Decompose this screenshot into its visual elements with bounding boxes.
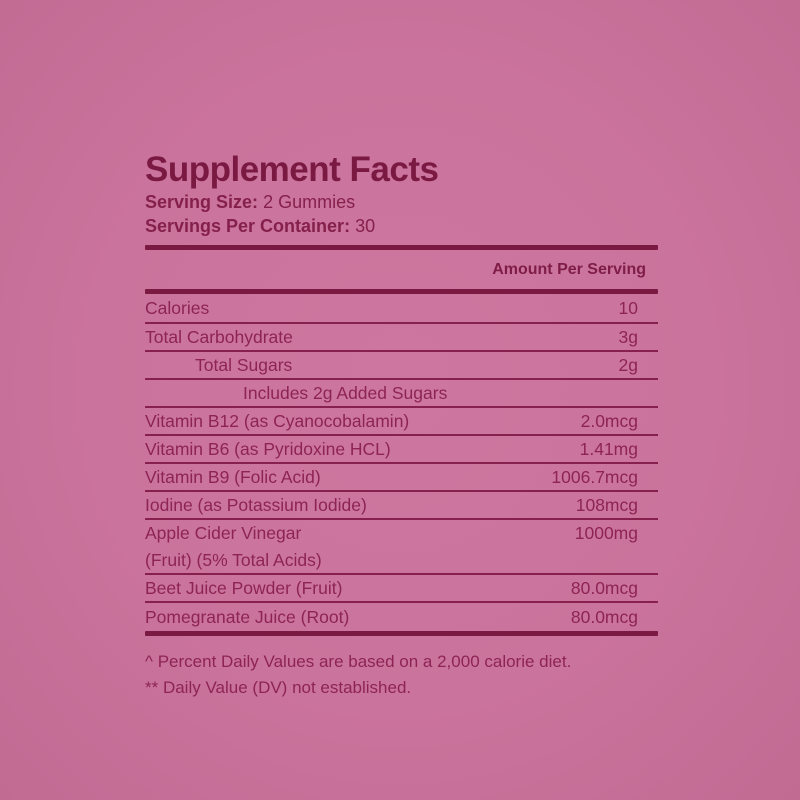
row-calories: Calories 10 [145,294,658,324]
row-pomegranate-juice: Pomegranate Juice (Root) 80.0mcg [145,603,658,631]
row-vitamin-b6: Vitamin B6 (as Pyridoxine HCL) 1.41mg [145,436,658,464]
row-apple-cider-vinegar: Apple Cider Vinegar (Fruit) (5% Total Ac… [145,520,658,575]
row-beet-juice-powder: Beet Juice Powder (Fruit) 80.0mcg [145,575,658,603]
nutrient-amount: 1.41mg [579,438,638,459]
servings-per-container-label: Servings Per Container: [145,216,351,236]
nutrient-name: Total Sugars [195,354,293,375]
nutrient-amount: 3g [618,326,638,347]
facts-table: Calories 10 Total Carbohydrate 3g Total … [145,294,658,631]
nutrient-name: Pomegranate Juice (Root) [145,606,350,627]
footnotes: ^ Percent Daily Values are based on a 2,… [145,649,658,701]
footnote-dv-not-established: ** Daily Value (DV) not established. [145,678,412,697]
row-vitamin-b9: Vitamin B9 (Folic Acid) 1006.7mcg [145,464,658,492]
nutrient-amount: 1000mg [574,523,638,543]
serving-size-label: Serving Size: [145,192,259,212]
amount-per-serving-header: Amount Per Serving [492,260,646,278]
nutrient-amount: 80.0mcg [570,577,638,598]
nutrient-name: Iodine (as Potassium Iodide) [145,494,367,515]
serving-size-value: 2 Gummies [263,192,356,212]
footnote-daily-values: ^ Percent Daily Values are based on a 2,… [145,652,572,671]
nutrient-name: Beet Juice Powder (Fruit) [145,577,343,598]
nutrient-amount: 2.0mcg [580,410,638,431]
nutrient-name: Includes 2g Added Sugars [243,382,448,403]
nutrient-name: Vitamin B9 (Folic Acid) [145,466,321,487]
row-total-carbohydrate: Total Carbohydrate 3g [145,324,658,352]
row-total-sugars: Total Sugars 2g [145,352,658,380]
row-iodine: Iodine (as Potassium Iodide) 108mcg [145,492,658,520]
nutrient-name: Calories [145,297,210,318]
divider-thick [145,631,658,636]
nutrient-name: Total Carbohydrate [145,326,293,347]
nutrient-amount: 2g [618,354,638,375]
nutrient-name: Vitamin B6 (as Pyridoxine HCL) [145,438,391,459]
divider-thick [145,289,658,294]
nutrient-amount: 80.0mcg [570,606,638,627]
nutrient-amount: 108mcg [575,494,638,515]
supplement-facts-title: Supplement Facts [145,150,439,189]
nutrient-name: Apple Cider Vinegar (Fruit) (5% Total Ac… [145,520,322,574]
nutrient-name: Vitamin B12 (as Cyanocobalamin) [145,410,410,431]
serving-size-line: Serving Size: 2 Gummies [145,190,658,214]
nutrient-amount: 1006.7mcg [551,466,638,487]
row-added-sugars: Includes 2g Added Sugars [145,380,658,408]
servings-per-container-line: Servings Per Container: 30 [145,214,658,238]
supplement-facts-label: Supplement Facts Serving Size: 2 Gummies… [145,150,658,701]
nutrient-name-line1: Apple Cider Vinegar [145,523,302,543]
nutrient-name-line2: (Fruit) (5% Total Acids) [145,550,322,570]
divider-thick [145,245,658,250]
row-vitamin-b12: Vitamin B12 (as Cyanocobalamin) 2.0mcg [145,408,658,436]
nutrient-amount: 10 [618,297,638,318]
servings-per-container-value: 30 [355,216,376,236]
